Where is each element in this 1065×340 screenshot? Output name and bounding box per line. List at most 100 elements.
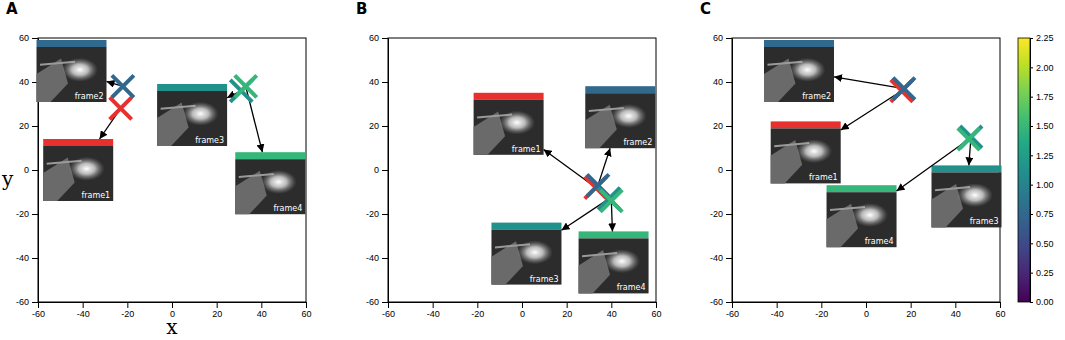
panel: -60-40-200204060-60-40-200204060Bframe1f… [356,0,662,319]
y-tick: 60 [369,33,388,43]
colorbar-tick-label: 0.25 [1036,268,1054,278]
y-tick-label: 20 [19,121,29,131]
x-tick-label: 20 [906,309,916,319]
y-axis-line [388,39,389,303]
y-tick-mark [726,214,732,215]
x-tick-label: 0 [520,309,525,319]
x-tick-mark [732,302,733,308]
x-tick: 0 [520,302,525,319]
plot-frame [38,38,306,302]
x-tick-label: 20 [212,309,222,319]
frame-image-glow [261,170,297,194]
y-tick: -60 [16,297,38,307]
frame-color-bar [932,165,1002,172]
frame-thumbnail: frame1 [43,139,113,201]
x-tick-mark [656,302,657,308]
x-tick-label: -40 [427,309,440,319]
frame-image [764,47,834,102]
x-tick: -60 [726,302,739,319]
frame-color-bar [235,152,305,159]
x-tick-label: 20 [562,309,572,319]
y-tick-mark [726,258,732,259]
frame-thumbnail: frame1 [771,121,841,183]
y-tick-mark [32,170,38,171]
figure: -60-40-200204060-60-40-200204060Axyframe… [0,0,1065,340]
panel-title: A [6,0,18,18]
x-tick: -20 [121,302,134,319]
frame-color-bar [37,40,107,47]
y-tick-mark [726,82,732,83]
frame-image-glow [62,58,98,82]
x-tick-mark [522,302,523,308]
x-tick-label: -20 [815,309,828,319]
x-tick: 60 [995,302,1005,319]
frame-image-glow [517,240,553,264]
frame-label: frame4 [865,237,894,246]
y-tick-mark [382,170,388,171]
frame-label: frame4 [273,204,302,213]
colorbar-tick: 0.25 [1030,268,1054,278]
y-tick-label: -60 [16,297,29,307]
x-tick-label: 40 [257,309,267,319]
frame-label: frame1 [81,191,110,200]
x-tick-label: -60 [382,309,395,319]
x-tick-mark [866,302,867,308]
x-tick-mark [611,302,612,308]
x-tick-label: 60 [301,309,311,319]
frame-image [474,100,544,155]
y-tick-label: 0 [718,165,723,175]
plot-frame [388,38,656,302]
x-tick-mark [433,302,434,308]
colorbar-tick-mark [1030,273,1033,274]
x-tick-mark [261,302,262,308]
y-tick-label: 0 [374,165,379,175]
x-tick-mark [38,302,39,308]
colorbar-tick-mark [1030,302,1033,303]
frame-label: frame3 [970,217,999,226]
frame-marker [893,78,915,100]
frame-color-bar [157,84,227,91]
x-tick: -40 [427,302,440,319]
x-tick: -20 [471,302,484,319]
x-tick: 20 [906,302,916,319]
frame-marker [110,97,132,119]
colorbar-tick: 2.25 [1030,33,1054,43]
colorbar-tick-label: 0.50 [1036,239,1054,249]
x-tick: 40 [951,302,961,319]
y-tick-label: 40 [19,77,29,87]
y-tick: -20 [16,209,38,219]
y-axis-line [732,39,733,303]
frame-image [235,159,305,214]
y-tick: 60 [19,33,38,43]
frame-image-glow [957,183,993,207]
y-tick-mark [726,170,732,171]
panel-title: B [356,0,367,18]
frame-thumbnail: frame3 [932,165,1002,227]
frame-image [932,172,1002,227]
frame-image [157,91,227,146]
y-tick-mark [32,302,38,303]
y-tick-label: -20 [366,209,379,219]
y-tick-mark [382,258,388,259]
x-tick-label: 40 [607,309,617,319]
frame-thumbnail: frame3 [157,84,227,146]
frame-color-bar [43,139,113,146]
y-tick: 0 [718,165,732,175]
colorbar-tick: 1.50 [1030,121,1054,131]
frame-image-glow [852,203,888,227]
y-tick: -20 [366,209,388,219]
frame-label: frame1 [809,173,838,182]
colorbar-tick: 1.00 [1030,180,1054,190]
frame-label: frame2 [75,92,104,101]
colorbar-tick-label: 1.00 [1036,180,1054,190]
x-tick-label: -40 [771,309,784,319]
x-tick: 40 [257,302,267,319]
y-tick: 40 [369,77,388,87]
colorbar-tick: 0.50 [1030,239,1054,249]
x-tick-label: -60 [32,309,45,319]
x-tick-mark [217,302,218,308]
colorbar-tick-label: 1.50 [1036,121,1054,131]
arrow [611,201,612,232]
frame-image [37,47,107,102]
x-tick: 20 [562,302,572,319]
